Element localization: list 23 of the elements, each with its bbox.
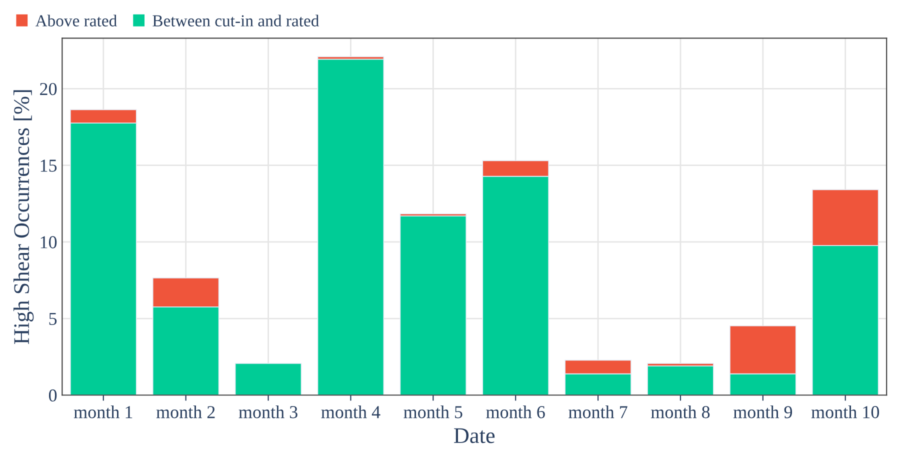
y-tick-label: 10: [40, 236, 57, 248]
x-tick-label: month 5: [404, 406, 462, 418]
y-tick-label: 15: [40, 160, 57, 172]
x-tick-label: month 9: [733, 406, 792, 418]
x-tick-label: month 7: [568, 406, 628, 418]
x-tick-label: month 10: [811, 406, 880, 418]
x-tick-label: month 4: [321, 406, 380, 418]
y-axis-title: High Shear Occurrences [%]: [13, 90, 34, 344]
legend-label: Between cut-in and rated: [152, 14, 320, 26]
x-axis-title: Date: [454, 428, 495, 444]
bar: [400, 215, 467, 396]
x-tick-label: month 3: [238, 406, 298, 418]
y-tick-label: 20: [40, 82, 57, 96]
bar: [234, 362, 302, 396]
legend-label: Above rated: [35, 14, 117, 26]
x-tick-label: month 8: [651, 406, 710, 418]
y-tick-label: 5: [49, 312, 57, 325]
x-tick-label: month 6: [486, 406, 545, 418]
bar: [317, 58, 384, 396]
x-tick-label: month 2: [156, 406, 215, 418]
bar: [647, 365, 714, 396]
x-tick-label: month 1: [74, 406, 132, 418]
y-tick-label: 0: [48, 389, 57, 402]
